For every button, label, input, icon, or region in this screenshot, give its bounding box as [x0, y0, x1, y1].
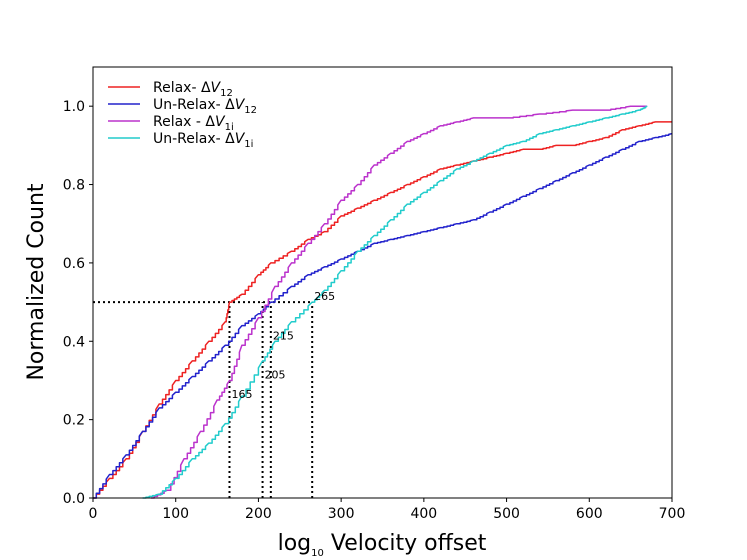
axis-ticks: 0 100 200 300 400 500 600 700 0.0 0.2 0.4 0.6 0.8 1.0	[63, 99, 686, 522]
x-tick-label: 400	[410, 506, 437, 522]
series-line-2	[150, 105, 648, 499]
x-tick-label: 200	[245, 506, 272, 522]
y-tick-label: 0.0	[63, 491, 85, 507]
x-tick-label: 600	[576, 506, 603, 522]
y-tick-label: 0.2	[63, 413, 85, 429]
y-axis-title: Normalized Count	[24, 183, 49, 380]
x-tick-label: 500	[493, 506, 520, 522]
x-axis-title: log10 Velocity offset	[278, 531, 487, 559]
reference-value-label: 165	[231, 388, 252, 401]
reference-value-label: 265	[314, 290, 335, 303]
y-tick-label: 1.0	[63, 99, 85, 115]
y-tick-label: 0.6	[63, 256, 85, 272]
y-tick-label: 0.8	[63, 178, 85, 194]
plot-background	[93, 67, 672, 498]
legend-label: Un-Relax- ΔV1i	[153, 131, 253, 150]
legend-label: Relax - ΔV1i	[153, 114, 234, 133]
series-lines	[93, 105, 673, 499]
x-tick-label: 100	[162, 506, 189, 522]
y-tick-label: 0.4	[63, 334, 85, 350]
reference-value-label: 215	[273, 329, 294, 342]
x-tick-label: 700	[659, 506, 686, 522]
series-line-1	[93, 132, 673, 499]
series-line-0	[93, 121, 672, 499]
series-line-3	[142, 105, 648, 499]
plot-frame	[92, 66, 673, 499]
reference-value-label: 205	[265, 368, 286, 381]
x-tick-label: 300	[328, 506, 355, 522]
annotations: 165 205 215 265	[231, 290, 335, 401]
legend-label: Un-Relax- ΔV12	[153, 97, 257, 116]
x-tick-label: 0	[89, 506, 98, 522]
reference-lines	[93, 301, 314, 498]
legend-label: Relax- ΔV12	[153, 80, 233, 99]
